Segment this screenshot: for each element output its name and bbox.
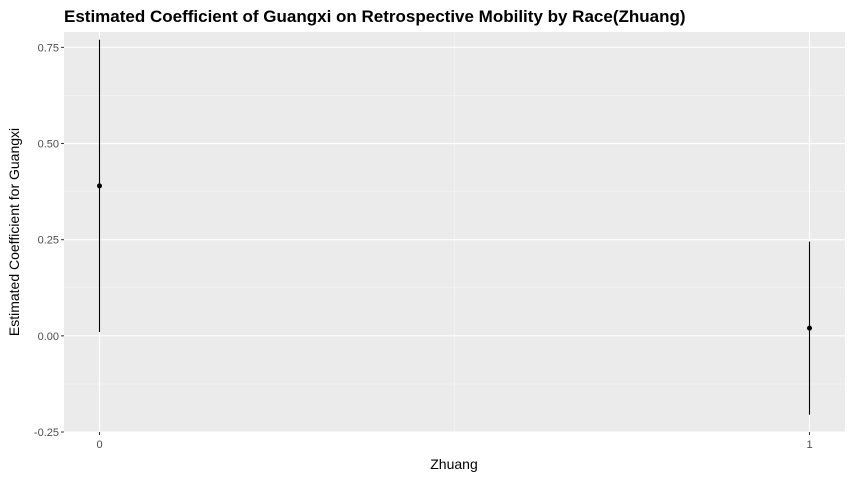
data-point — [807, 325, 812, 331]
chart-title: Estimated Coefficient of Guangxi on Retr… — [64, 7, 686, 26]
data-point — [97, 183, 102, 189]
x-tick-label: 0 — [96, 439, 102, 451]
plot-panel — [64, 32, 845, 433]
y-tick-label: 0.00 — [38, 331, 59, 343]
axis-ticks: -0.25 0.00 0.25 0.50 0.75 0 1 — [34, 42, 813, 451]
y-tick-label: 0.25 — [38, 235, 59, 247]
y-tick-label: 0.50 — [38, 139, 59, 151]
x-tick-label: 1 — [806, 439, 812, 451]
y-tick-label: 0.75 — [38, 42, 59, 54]
plot-marks — [97, 39, 812, 415]
y-axis-title: Estimated Coefficient for Guangxi — [6, 128, 22, 336]
x-axis-title: Zhuang — [430, 456, 477, 472]
y-tick-label: -0.25 — [34, 427, 59, 439]
